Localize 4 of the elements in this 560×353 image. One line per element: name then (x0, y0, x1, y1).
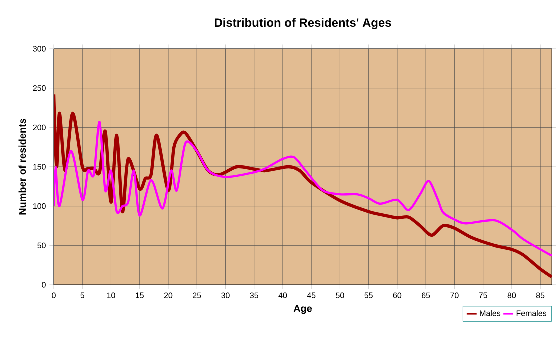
x-axis-title: Age (294, 305, 312, 314)
chart-title: Distribution of Residents' Ages (215, 18, 392, 30)
line-series (54, 121, 552, 257)
y-axis-title: Number of residents (18, 118, 26, 215)
